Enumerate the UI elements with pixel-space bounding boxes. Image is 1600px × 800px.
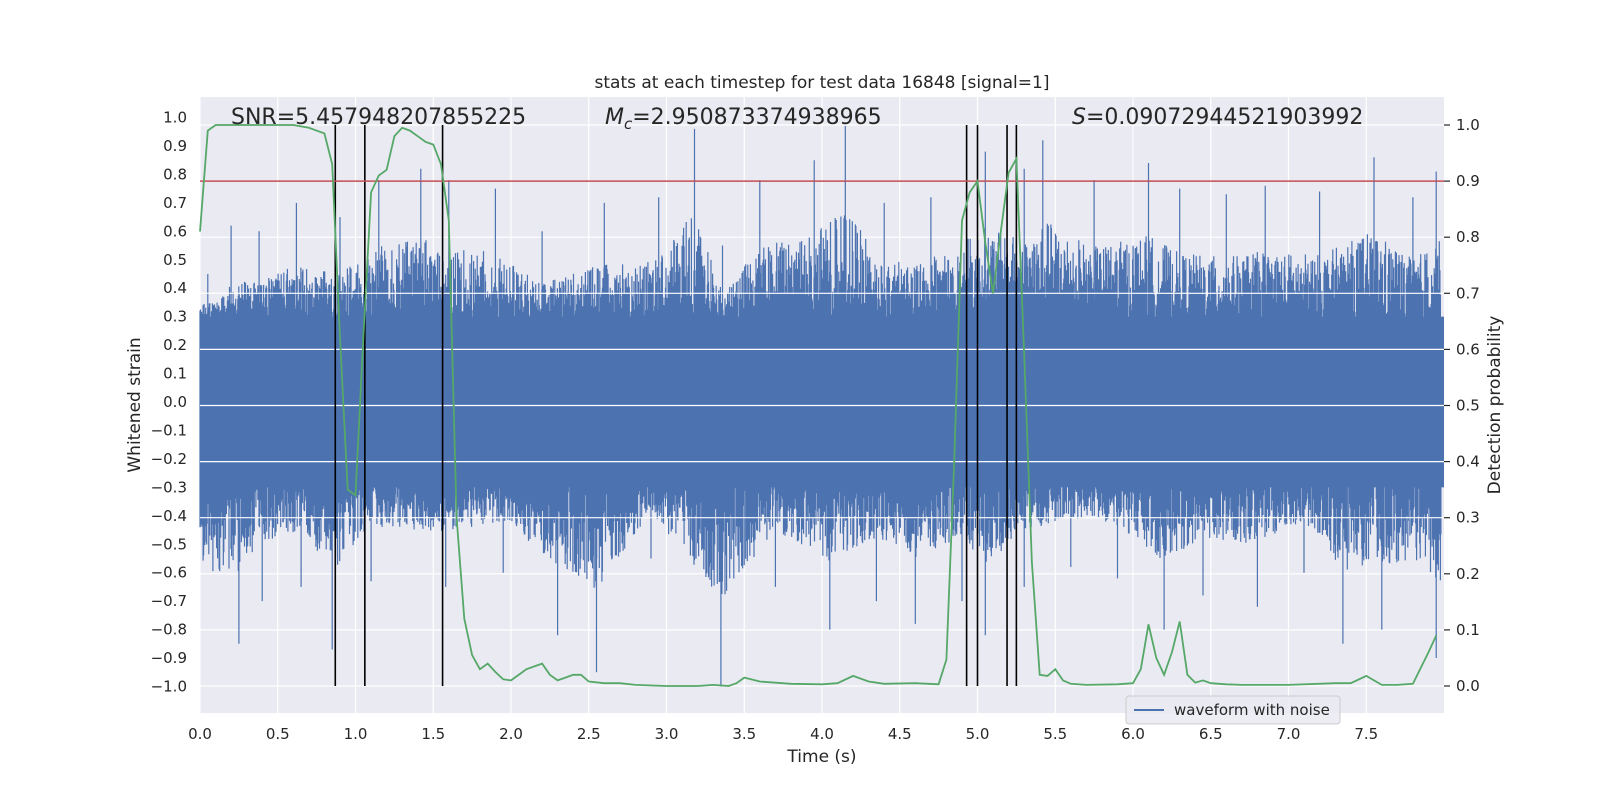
y-tick-label: −0.5 bbox=[151, 535, 187, 553]
y-tick-label: 0.0 bbox=[163, 393, 187, 411]
x-tick-label: 1.5 bbox=[421, 725, 445, 743]
y-tick-labels: 1.0 0.9 0.8 0.7 0.6 0.5 0.4 0.3 0.2 0.1 0.0 −0.1 −0.… bbox=[151, 109, 187, 696]
x-tick-label: 4.0 bbox=[810, 725, 834, 743]
y-right-tick-label: 0.0 bbox=[1456, 677, 1480, 695]
y-tick-label: 0.2 bbox=[163, 336, 187, 354]
y-tick-label: 0.9 bbox=[163, 137, 187, 155]
x-axis-label: Time (s) bbox=[786, 747, 856, 767]
legend-box bbox=[1125, 695, 1341, 725]
y-tick-label: 0.8 bbox=[163, 165, 187, 183]
x-tick-label: 2.0 bbox=[499, 725, 523, 743]
x-tick-label: 0.0 bbox=[188, 725, 212, 743]
y-right-tick-label: 0.7 bbox=[1456, 284, 1480, 302]
x-tick-label: 3.5 bbox=[732, 725, 756, 743]
x-tick-label: 0.5 bbox=[266, 725, 290, 743]
y-right-tick-label: 0.9 bbox=[1456, 172, 1480, 190]
y-right-tick-label: 0.2 bbox=[1456, 565, 1480, 583]
y-right-tick-label: 0.3 bbox=[1456, 509, 1480, 527]
y-axis-label: Whitened strain bbox=[125, 337, 145, 472]
y-tick-label: 0.7 bbox=[163, 194, 187, 212]
y-tick-label: 0.6 bbox=[163, 222, 187, 240]
x-tick-labels: 0.0 0.5 1.0 1.5 2.0 2.5 3.0 3.5 4.0 4.5 5.0 5.5 6.0 6… bbox=[188, 725, 1378, 743]
y-right-axis-label: Detection probability bbox=[1485, 316, 1505, 495]
y-right-tick-label: 0.4 bbox=[1456, 453, 1480, 471]
s-symbol: S bbox=[1072, 105, 1086, 130]
y-tick-label: −0.9 bbox=[151, 649, 187, 667]
chirp-mass-symbol: M bbox=[605, 105, 624, 130]
s-value: =0.09072944521903992 bbox=[1086, 105, 1363, 130]
x-tick-label: 5.0 bbox=[966, 725, 990, 743]
y-right-tick-label: 0.6 bbox=[1456, 340, 1480, 358]
y-right-tick-label: 0.8 bbox=[1456, 228, 1480, 246]
probability-series bbox=[199, 124, 1438, 687]
x-tick-label: 5.5 bbox=[1043, 725, 1067, 743]
chirp-mass-annotation: Mc=2.950873374938965 bbox=[605, 105, 882, 133]
y-tick-label: −1.0 bbox=[151, 678, 187, 696]
chirp-mass-value: =2.950873374938965 bbox=[632, 105, 881, 130]
y-tick-label: −0.2 bbox=[151, 450, 187, 468]
waveform-series bbox=[199, 126, 1444, 687]
y-tick-label: 0.4 bbox=[163, 279, 187, 297]
y-right-tick-label: 0.1 bbox=[1456, 621, 1480, 639]
x-tick-label: 4.5 bbox=[888, 725, 912, 743]
y-right-tick-label: 1.0 bbox=[1456, 116, 1480, 134]
x-tick-label: 2.5 bbox=[577, 725, 601, 743]
x-tick-label: 7.0 bbox=[1277, 725, 1301, 743]
y-tick-label: 1.0 bbox=[163, 109, 187, 127]
y-tick-label: −0.3 bbox=[151, 478, 187, 496]
y-tick-label: −0.6 bbox=[151, 564, 187, 582]
detection-probability-line bbox=[199, 124, 1438, 687]
y-tick-label: −0.4 bbox=[151, 507, 187, 525]
waveform-trace bbox=[199, 126, 1442, 687]
y-tick-label: −0.7 bbox=[151, 592, 187, 610]
legend: waveform with noise bbox=[1125, 695, 1341, 725]
legend-entry-waveform: waveform with noise bbox=[1174, 701, 1330, 719]
y-tick-label: 0.1 bbox=[163, 365, 187, 383]
s-annotation: S=0.09072944521903992 bbox=[1072, 105, 1363, 130]
y-tick-label: 0.5 bbox=[163, 251, 187, 269]
y-tick-label: 0.3 bbox=[163, 308, 187, 326]
y-tick-label: −0.1 bbox=[151, 421, 187, 439]
y-tick-label: −0.8 bbox=[151, 621, 187, 639]
x-tick-label: 7.5 bbox=[1354, 725, 1378, 743]
chirp-mass-subscript: c bbox=[624, 115, 633, 133]
x-tick-label: 1.0 bbox=[344, 725, 368, 743]
x-tick-label: 6.5 bbox=[1199, 725, 1223, 743]
x-tick-label: 6.0 bbox=[1121, 725, 1145, 743]
snr-annotation: SNR=5.457948207855225 bbox=[231, 105, 526, 130]
chart-title: stats at each timestep for test data 168… bbox=[595, 73, 1050, 93]
x-tick-label: 3.0 bbox=[655, 725, 679, 743]
y-right-tick-labels: 1.0 0.9 0.8 0.7 0.6 0.5 0.4 0.3 0.2 0.1 0.0 bbox=[1444, 116, 1480, 695]
y-right-tick-label: 0.5 bbox=[1456, 397, 1480, 415]
